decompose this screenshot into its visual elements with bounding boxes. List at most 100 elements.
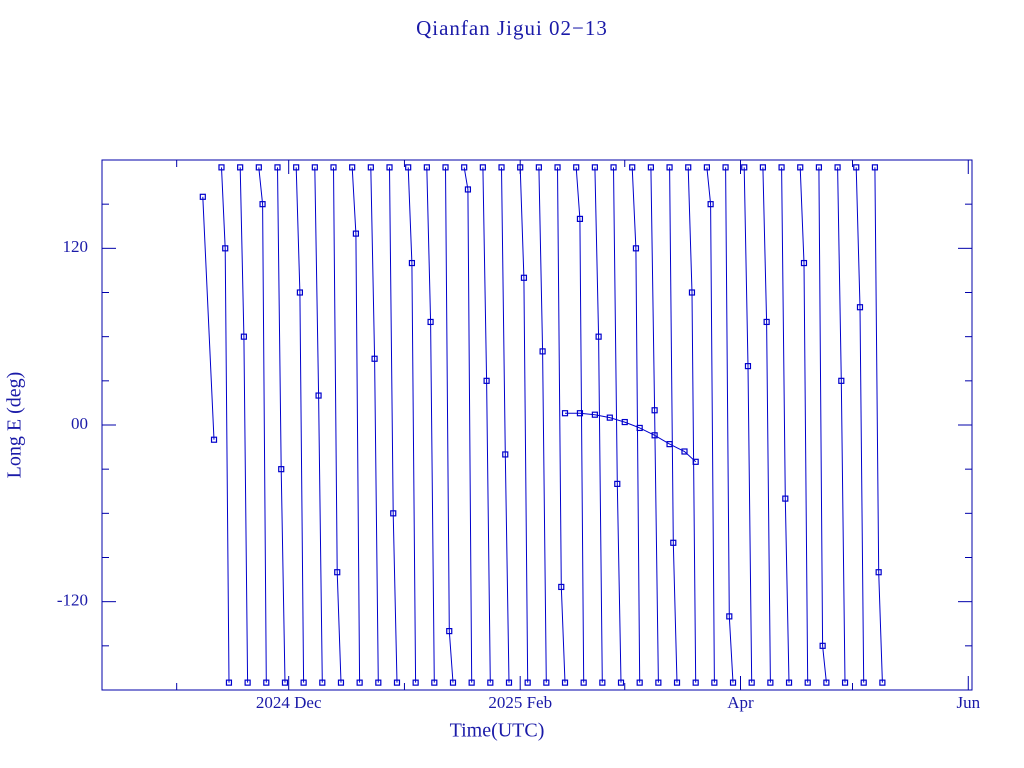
data-point — [240, 333, 247, 340]
data-point — [244, 679, 251, 686]
data-point — [606, 414, 613, 421]
data-point — [210, 436, 218, 443]
data-point — [703, 164, 710, 171]
data-line — [565, 412, 697, 463]
data-point — [423, 164, 430, 171]
y-axis-label: Long E (deg) — [4, 372, 26, 479]
data-point — [875, 569, 882, 576]
data-point — [580, 679, 587, 686]
data-point — [647, 164, 654, 171]
data-point — [524, 679, 531, 686]
data-point — [558, 583, 565, 591]
data-point — [785, 679, 793, 686]
data-point — [461, 164, 468, 171]
data-point — [561, 679, 569, 686]
data-point — [610, 164, 617, 171]
data-point — [673, 679, 681, 686]
plot-area — [199, 164, 886, 686]
data-point — [505, 679, 513, 686]
data-point — [356, 679, 363, 686]
data-point — [617, 679, 625, 686]
y-tick-label: 120 — [63, 237, 89, 256]
data-point — [782, 495, 789, 502]
data-point — [711, 679, 718, 686]
data-point — [614, 480, 621, 487]
data-point — [218, 164, 225, 171]
data-point — [543, 679, 550, 686]
data-point — [199, 193, 206, 200]
data-point — [621, 418, 628, 426]
data-point — [520, 274, 528, 281]
data-point — [431, 679, 438, 686]
data-point — [300, 679, 307, 686]
data-point — [763, 318, 770, 326]
data-point — [311, 164, 318, 171]
chart-title: Qianfan Jigui 02−13 — [416, 16, 608, 40]
data-point — [334, 569, 341, 576]
data-point — [692, 458, 699, 465]
data-point — [670, 539, 677, 546]
data-point — [853, 164, 860, 171]
data-point — [263, 679, 270, 686]
x-axis-label: Time(UTC) — [450, 720, 545, 742]
data-point — [449, 679, 457, 686]
data-point — [636, 679, 643, 686]
data-point — [744, 363, 752, 370]
data-point — [636, 424, 643, 432]
data-point — [442, 164, 449, 171]
data-point — [367, 164, 374, 171]
data-point — [539, 348, 546, 355]
data-point — [576, 410, 584, 417]
data-point — [767, 679, 774, 686]
x-tick-label: Jun — [956, 693, 980, 712]
data-point — [479, 164, 486, 171]
data-point — [315, 392, 322, 399]
data-point — [281, 679, 289, 686]
x-tick-label: Apr — [727, 693, 754, 712]
data-point — [819, 642, 826, 649]
data-point — [352, 230, 360, 237]
data-point — [599, 679, 606, 686]
data-line — [202, 167, 883, 683]
data-point — [871, 164, 879, 171]
data-point — [255, 164, 262, 171]
data-point — [778, 164, 785, 171]
data-point — [666, 441, 673, 448]
data-point — [390, 510, 397, 517]
data-point — [681, 448, 688, 455]
data-point — [408, 259, 416, 267]
data-point — [741, 164, 748, 171]
data-point — [464, 186, 472, 193]
data-point — [225, 679, 233, 686]
data-point — [278, 466, 285, 473]
data-point — [591, 164, 598, 171]
data-point — [375, 679, 382, 686]
data-point — [405, 164, 412, 171]
data-point — [237, 164, 244, 171]
data-point — [595, 333, 602, 340]
data-point — [554, 164, 561, 171]
x-tick-label: 2025 Feb — [488, 693, 552, 712]
data-point — [274, 164, 281, 171]
data-point — [487, 679, 494, 686]
data-point — [483, 377, 490, 384]
data-point — [393, 679, 401, 686]
data-point — [591, 411, 598, 418]
data-point — [561, 410, 569, 417]
data-point — [707, 201, 714, 208]
data-point — [838, 377, 845, 384]
data-point — [259, 201, 266, 208]
data-point — [498, 164, 505, 171]
data-point — [386, 164, 393, 171]
data-point — [468, 679, 475, 686]
x-tick-label: 2024 Dec — [256, 693, 322, 712]
data-point — [722, 164, 729, 171]
data-point — [427, 318, 434, 326]
data-point — [726, 613, 733, 620]
data-point — [446, 628, 453, 635]
data-point — [412, 679, 419, 686]
data-point — [804, 679, 811, 686]
data-point — [879, 679, 886, 686]
data-point — [748, 679, 755, 686]
